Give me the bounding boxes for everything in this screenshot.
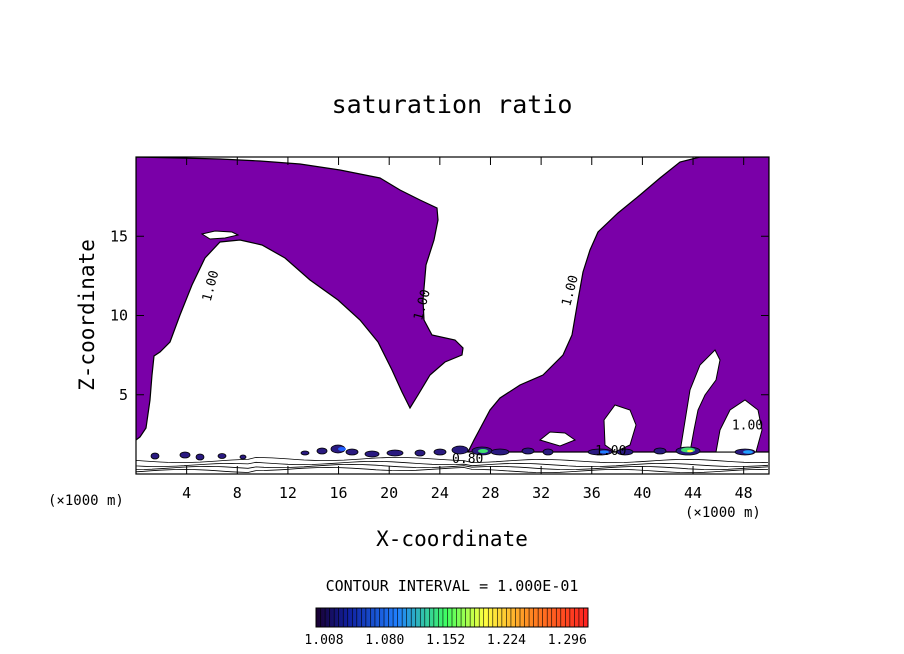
supersaturation-blob (364, 450, 380, 458)
supersaturation-blob (386, 449, 404, 457)
y-tick-label: 15 (110, 227, 128, 245)
colorbar-labels: 1.008 1.080 1.152 1.224 1.296 (304, 633, 586, 648)
supersaturation-blob (316, 447, 328, 455)
supersaturation-blob (239, 454, 247, 460)
supersaturation-blob (521, 447, 535, 455)
surface-contour-line (136, 466, 769, 474)
high-ratio-core (743, 450, 753, 454)
supersaturated-region-left (136, 157, 464, 441)
white-gap-4 (538, 431, 577, 447)
high-ratio-core (687, 449, 693, 453)
surface-contours (136, 456, 769, 474)
supersaturation-blob (414, 449, 426, 457)
plot-area (136, 157, 769, 474)
supersaturation-blob (433, 448, 447, 456)
y-axis-label: Z-coordinate (75, 239, 99, 391)
supersaturation-blob (542, 448, 554, 456)
x-tick-label: 24 (431, 484, 449, 502)
supersaturation-blob (150, 452, 160, 460)
supersaturation-blob (195, 453, 205, 461)
x-tick-label: 48 (735, 484, 753, 502)
x-tick-label: 16 (330, 484, 348, 502)
supersaturation-blob (616, 448, 634, 456)
x-tick-label: 32 (532, 484, 550, 502)
white-gap-3 (715, 399, 763, 453)
x-tick-label: 8 (233, 484, 242, 502)
supersaturated-region-right (467, 157, 769, 453)
x-tick-label: 20 (380, 484, 398, 502)
colorbar-tick-label: 1.152 (426, 633, 465, 648)
contour-interval-label: CONTOUR INTERVAL = 1.000E-01 (326, 577, 579, 595)
y-tick-label: 10 (110, 307, 128, 325)
supersaturation-blob (653, 447, 667, 455)
x-tick-label: 28 (481, 484, 499, 502)
supersaturation-blob (345, 448, 359, 456)
high-ratio-core (599, 450, 609, 454)
x-tick-label: 36 (583, 484, 601, 502)
chart-title: saturation ratio (332, 90, 573, 119)
supersaturation-blob (490, 448, 510, 456)
surface-contour-line (136, 456, 769, 464)
supersaturation-blob (451, 445, 469, 455)
y-tick-label: 5 (119, 386, 128, 404)
colorbar-tick-label: 1.008 (304, 633, 343, 648)
x-tick-label: 40 (633, 484, 651, 502)
contour-label: 0.80 (452, 452, 483, 467)
x-tick-label: 44 (684, 484, 702, 502)
surface-contour-line (136, 463, 769, 471)
x-axis-label: X-coordinate (376, 527, 528, 551)
white-gap-1 (603, 404, 637, 453)
x-unit-right: (×1000 m) (685, 505, 761, 521)
colorbar-stripes (315, 608, 589, 627)
upper-hole (200, 230, 240, 240)
y-axis-ticks: 5 10 15 (110, 227, 769, 404)
contour-label: 1.00 (200, 269, 223, 303)
colorbar-tick-label: 1.296 (548, 633, 587, 648)
surface-contour-line (136, 460, 769, 468)
supersaturation-blob (217, 453, 227, 459)
x-unit-left: (×1000 m) (48, 493, 124, 509)
supersaturation-blob (179, 451, 191, 459)
x-tick-label: 4 (182, 484, 191, 502)
supersaturation-blob (300, 450, 310, 456)
contour-label: 1.00 (732, 419, 763, 434)
contour-label: 1.00 (595, 444, 626, 459)
x-axis-ticks: 4 8 12 16 20 24 28 32 36 40 44 48 (182, 157, 753, 502)
colorbar-tick-label: 1.224 (487, 633, 526, 648)
colorbar-tick-label: 1.080 (365, 633, 404, 648)
x-tick-label: 12 (279, 484, 297, 502)
high-ratio-core (478, 449, 488, 453)
high-ratio-core (338, 447, 346, 451)
surface-blobs (150, 444, 756, 461)
